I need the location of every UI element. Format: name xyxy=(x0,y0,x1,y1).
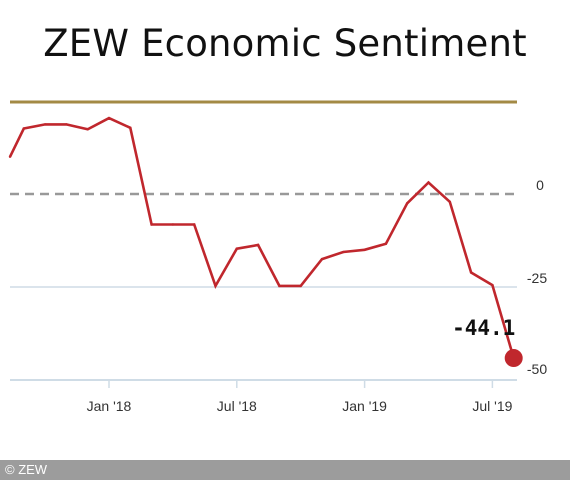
x-tick-label: Jan '18 xyxy=(87,398,132,414)
y-tick-label: -50 xyxy=(527,361,547,377)
last-data-point xyxy=(504,349,523,368)
x-tick-label: Jul '19 xyxy=(472,398,512,414)
data-point xyxy=(384,242,388,246)
copyright-footer: © ZEW xyxy=(0,460,570,480)
data-point xyxy=(235,247,238,250)
data-point xyxy=(193,223,196,226)
data-point xyxy=(427,181,430,184)
data-point xyxy=(22,127,25,130)
data-point xyxy=(214,284,217,288)
x-tick-label: Jul '18 xyxy=(217,398,257,414)
data-point xyxy=(107,116,111,120)
data-point xyxy=(150,223,153,226)
last-value-label: -44.1 xyxy=(452,316,515,340)
data-point xyxy=(86,128,89,131)
data-point xyxy=(65,123,68,126)
data-point xyxy=(448,200,451,204)
x-tick-label: Jan '19 xyxy=(342,398,387,414)
series-line xyxy=(8,116,515,359)
data-point xyxy=(491,283,494,287)
data-point xyxy=(406,202,409,205)
data-point xyxy=(8,155,12,158)
y-tick-label: 0 xyxy=(536,177,544,193)
data-point xyxy=(171,223,175,226)
data-point xyxy=(342,250,345,254)
data-point xyxy=(129,126,132,129)
data-point xyxy=(256,243,260,247)
data-point xyxy=(278,284,281,288)
data-point xyxy=(43,123,47,126)
data-point xyxy=(363,248,366,251)
y-tick-label: -25 xyxy=(527,270,547,286)
copyright-text: © ZEW xyxy=(5,462,48,477)
chart-title: ZEW Economic Sentiment xyxy=(43,22,527,65)
data-point xyxy=(299,284,302,288)
chart: Jan '18 Jul '18 Jan '19 Jul '19 0 -25 -50 -44… xyxy=(8,100,547,414)
data-point xyxy=(469,271,473,274)
data-point xyxy=(320,257,324,261)
